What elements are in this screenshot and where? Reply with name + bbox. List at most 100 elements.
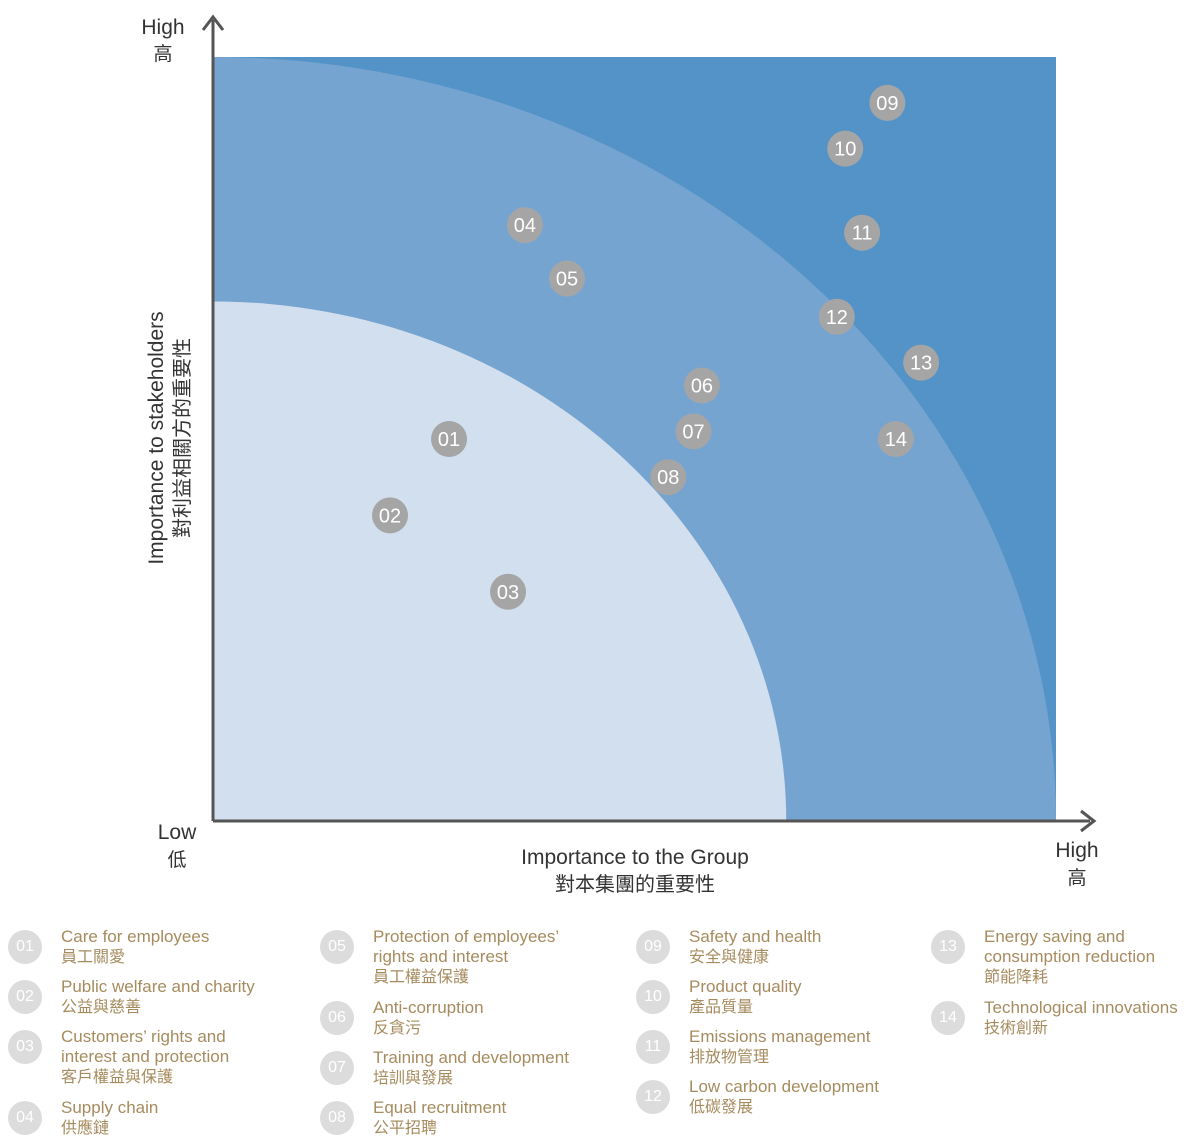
origin-low-en: Low — [158, 821, 197, 844]
legend-label-en: Product quality — [689, 977, 802, 996]
point-12: 12 — [818, 298, 855, 335]
legend-item-08: 08 Equal recruitment 公平招聘 — [320, 1098, 506, 1138]
legend-badge: 09 — [636, 930, 670, 964]
y-axis-title-en: Importance to stakeholders — [145, 311, 168, 564]
legend-item-10: 10 Product quality 產品質量 — [636, 977, 801, 1017]
point-marker — [827, 130, 864, 167]
legend-text: Care for employees 員工關愛 — [61, 927, 209, 967]
legend-item-06: 06 Anti-corruption 反貪污 — [320, 998, 484, 1038]
point-marker — [877, 421, 914, 457]
legend-label-en: Safety and health — [689, 927, 822, 946]
point-label: 07 — [682, 421, 704, 443]
legend-badge: 06 — [320, 1001, 354, 1035]
legend-label-zh: 節能降耗 — [984, 967, 1049, 986]
point-label: 13 — [910, 353, 932, 375]
point-03: 03 — [490, 573, 527, 610]
legend-text: Public welfare and charity 公益與慈善 — [61, 977, 255, 1017]
legend-badge: 13 — [931, 930, 965, 964]
legend-text: Supply chain 供應鏈 — [61, 1098, 158, 1138]
legend-label-en: Technological innovations — [984, 998, 1178, 1017]
legend-label-zh: 培訓與發展 — [373, 1068, 454, 1087]
legend-text: Technological innovations 技術創新 — [984, 998, 1178, 1038]
legend-label-zh: 客戶權益與保護 — [61, 1067, 174, 1086]
legend-badge: 05 — [320, 930, 354, 964]
materiality-matrix: High 高 Low 低 High 高 Importance to the Gr… — [141, 14, 1099, 896]
x-axis-title-en: Importance to the Group — [521, 846, 749, 869]
x-axis-arrow — [1080, 809, 1097, 833]
legend-label-zh: 員工關愛 — [61, 947, 126, 966]
legend-label-en: Energy saving and — [984, 927, 1125, 946]
legend-label-en: Emissions management — [689, 1027, 871, 1046]
legend-label-en: Equal recruitment — [373, 1098, 507, 1117]
legend-text: Energy saving and consumption reduction 節能… — [984, 927, 1155, 987]
legend-label-zh: 公平招聘 — [373, 1118, 438, 1137]
point-marker — [675, 413, 712, 450]
point-06: 06 — [683, 367, 720, 404]
legend-badge: 08 — [320, 1101, 354, 1135]
legend-label-zh: 安全與健康 — [689, 947, 770, 966]
point-label: 01 — [438, 429, 460, 451]
point-label: 12 — [826, 307, 848, 329]
legend-label-zh: 低碳發展 — [689, 1097, 754, 1116]
legend-label-en: Public welfare and charity — [61, 977, 255, 996]
x-axis-high-en: High — [1055, 839, 1098, 862]
y-axis-title-zh: 對利益相關方的重要性 — [171, 338, 194, 538]
legend-label-en: Customers’ rights and — [61, 1027, 226, 1046]
legend-label-zh: 反貪污 — [373, 1018, 422, 1037]
legend-label-en: Care for employees — [61, 927, 210, 946]
point-04: 04 — [506, 207, 543, 244]
legend-label-zh: 產品質量 — [689, 997, 754, 1016]
legend-label-zh: 供應鏈 — [61, 1118, 110, 1137]
point-10: 10 — [827, 130, 864, 167]
legend-label-en: Anti-corruption — [373, 998, 484, 1017]
point-label: 10 — [834, 139, 856, 161]
legend-text: Customers’ rights and interest and protec… — [61, 1027, 229, 1087]
legend-badge: 01 — [8, 930, 42, 964]
legend-item-01: 01 Care for employees 員工關愛 — [8, 927, 209, 967]
point-07: 07 — [675, 413, 712, 450]
legend-label-en: Supply chain — [61, 1098, 159, 1117]
legend-text: Low carbon development 低碳發展 — [689, 1077, 879, 1117]
legend-badge: 10 — [636, 980, 670, 1014]
point-01: 01 — [431, 421, 468, 457]
legend-text: Protection of employees’ rights and inter… — [373, 927, 559, 987]
point-02: 02 — [372, 497, 409, 534]
legend-label-zh: 公益與慈善 — [61, 997, 142, 1016]
point-05: 05 — [549, 260, 586, 297]
point-label: 09 — [876, 93, 898, 115]
legend-badge: 03 — [8, 1030, 42, 1064]
point-09: 09 — [869, 84, 906, 121]
legend-item-14: 14 Technological innovations 技術創新 — [931, 998, 1178, 1038]
legend-text: Product quality 產品質量 — [689, 977, 801, 1017]
legend-label-zh: 排放物管理 — [689, 1047, 770, 1066]
y-axis-high-zh: 高 — [153, 43, 172, 65]
zone-low — [213, 301, 787, 821]
legend-badge: 14 — [931, 1001, 965, 1035]
legend-text: Emissions management 排放物管理 — [689, 1027, 870, 1067]
legend-label-en: consumption reduction — [984, 947, 1156, 966]
point-marker — [431, 421, 468, 457]
legend-label-en: rights and interest — [373, 947, 509, 966]
legend-badge: 12 — [636, 1080, 670, 1114]
legend-item-04: 04 Supply chain 供應鏈 — [8, 1098, 158, 1138]
point-11: 11 — [844, 214, 881, 251]
point-marker — [650, 459, 687, 496]
point-marker — [844, 214, 881, 251]
legend-item-09: 09 Safety and health 安全與健康 — [636, 927, 821, 967]
legend-label-en: interest and protection — [61, 1047, 230, 1066]
point-marker — [372, 497, 409, 534]
legend-item-03: 03 Customers’ rights and interest and prot… — [8, 1027, 229, 1087]
point-14: 14 — [877, 421, 914, 457]
point-marker — [506, 207, 543, 244]
legend-label-en: Training and development — [373, 1048, 569, 1067]
legend-text: Equal recruitment 公平招聘 — [373, 1098, 506, 1138]
x-axis-high-zh: 高 — [1067, 867, 1086, 889]
legend-label-en: Low carbon development — [689, 1077, 879, 1096]
legend-item-02: 02 Public welfare and charity 公益與慈善 — [8, 977, 255, 1017]
point-label: 03 — [497, 582, 519, 604]
legend-text: Anti-corruption 反貪污 — [373, 998, 484, 1038]
point-label: 06 — [691, 376, 713, 398]
point-label: 05 — [556, 269, 578, 291]
x-axis-title-zh: 對本集團的重要性 — [555, 873, 715, 896]
